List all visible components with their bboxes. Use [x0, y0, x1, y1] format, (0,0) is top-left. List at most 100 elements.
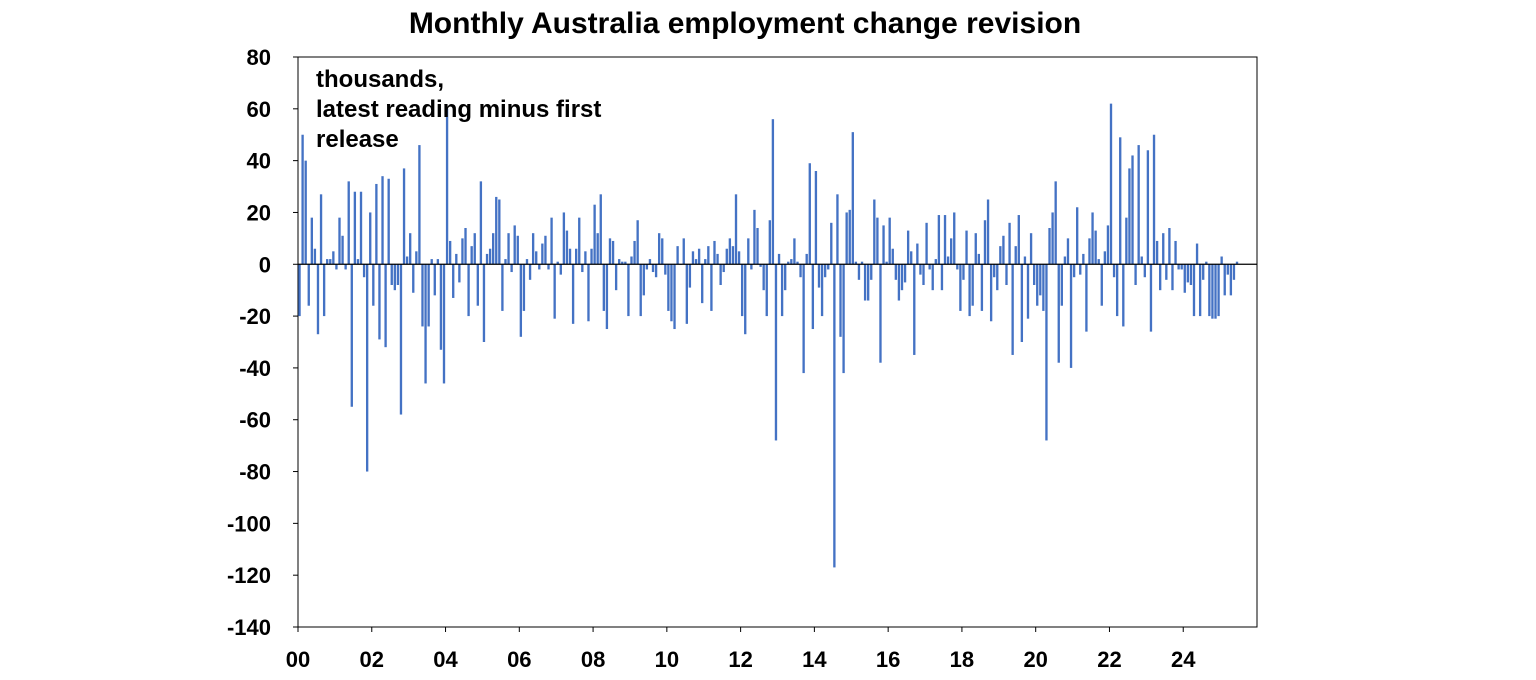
y-tick-label: -120 [227, 563, 271, 588]
bar [326, 259, 329, 265]
annotation-line-3: release [316, 126, 399, 153]
bar [316, 264, 320, 335]
bar [322, 264, 326, 317]
bar [362, 264, 366, 278]
bar [694, 259, 698, 265]
annotation-line-2: latest reading minus first [316, 96, 601, 123]
bar [405, 256, 409, 265]
bar [341, 235, 344, 265]
bar [971, 264, 974, 306]
bar [842, 264, 845, 374]
bar [959, 264, 962, 311]
bar [814, 171, 818, 265]
bar [756, 228, 759, 265]
bar [396, 264, 400, 285]
bar [931, 264, 934, 291]
bar [433, 264, 436, 296]
x-tick-label: 04 [433, 647, 458, 672]
bar [661, 238, 664, 265]
bar [587, 264, 590, 322]
bar [740, 264, 744, 317]
bar [1192, 264, 1196, 317]
bar [993, 264, 996, 278]
bar [648, 259, 652, 265]
bar [599, 194, 602, 265]
bar [1088, 238, 1091, 265]
bar [950, 238, 953, 265]
bar [1229, 264, 1233, 296]
bar [1155, 240, 1159, 265]
bar [891, 248, 894, 265]
bar [691, 251, 695, 265]
bar [1057, 264, 1060, 363]
bar [605, 264, 609, 330]
bar [442, 264, 446, 384]
bar [319, 194, 323, 265]
bar [344, 264, 347, 270]
bar [621, 261, 624, 265]
bar [925, 222, 928, 265]
bar [1045, 264, 1048, 441]
bar [1002, 235, 1005, 265]
bar [1211, 264, 1214, 319]
bar [393, 264, 396, 291]
bar [522, 264, 526, 311]
bar [1195, 243, 1199, 265]
bar [762, 264, 765, 291]
bar [1082, 253, 1085, 265]
bar [381, 176, 384, 265]
bar [867, 264, 870, 301]
bar [940, 264, 944, 291]
bar [1177, 264, 1180, 270]
bar [1217, 264, 1220, 317]
bar [1020, 264, 1024, 342]
bar [986, 199, 990, 265]
bar [676, 246, 679, 265]
bar [387, 178, 390, 265]
bar [787, 261, 790, 265]
bar [455, 253, 458, 265]
x-tick-label: 20 [1023, 647, 1047, 672]
bar [642, 264, 645, 296]
bar [384, 264, 387, 348]
bar [900, 264, 904, 291]
bar [365, 264, 369, 472]
bar [298, 264, 301, 317]
bar [805, 253, 808, 265]
bar [953, 212, 956, 265]
bar [421, 264, 424, 327]
y-tick-label: 80 [247, 45, 271, 70]
bar [1042, 264, 1045, 311]
bar [645, 264, 649, 270]
x-axis: 00 02 04 06 08 10 12 14 16 18 20 22 24 [286, 627, 1196, 672]
bar [928, 264, 931, 270]
bar [750, 264, 753, 270]
bar [1214, 264, 1217, 319]
bar [535, 251, 538, 265]
bar [956, 264, 959, 270]
bar [498, 199, 501, 265]
bar [448, 240, 452, 265]
bar [854, 261, 858, 265]
bar [402, 168, 406, 265]
bar [427, 264, 430, 327]
bar [538, 264, 541, 270]
bar [602, 264, 606, 311]
bar [1235, 261, 1239, 265]
bar [685, 264, 688, 324]
bar [793, 238, 796, 265]
bar [682, 238, 685, 265]
bar [485, 253, 489, 265]
bar [848, 209, 851, 265]
bar [584, 251, 587, 265]
bar [1032, 264, 1036, 285]
bar [796, 261, 799, 265]
bar [528, 264, 532, 280]
bar [1079, 264, 1082, 275]
bar [525, 259, 529, 265]
bar [808, 163, 811, 265]
bar [571, 264, 575, 324]
bar [1223, 264, 1226, 296]
bar [461, 238, 464, 265]
bar [519, 264, 523, 337]
